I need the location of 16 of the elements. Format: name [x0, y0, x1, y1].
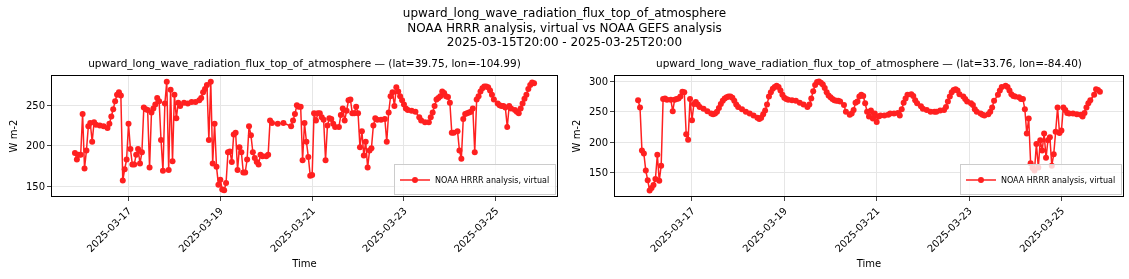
x-axis-title: Time: [855, 257, 882, 269]
y-tick-label: 150: [588, 166, 608, 178]
chart-title: upward_long_wave_radiation_flux_top_of_atmosphere — (lat=33.76, lon=-84.40): [656, 56, 1082, 70]
y-tick-label: 150: [25, 180, 45, 192]
y-tick-label: 250: [588, 106, 608, 118]
y-tick-label: 200: [588, 136, 608, 148]
legend-label: NOAA HRRR analysis, virtual: [1000, 176, 1116, 186]
chart-title: upward_long_wave_radiation_flux_top_of_atmosphere — (lat=39.75, lon=-104.99): [88, 56, 521, 70]
y-tick-label: 200: [25, 140, 45, 152]
y-axis-title: W m-2: [570, 119, 582, 153]
text: upward_long_wave_radiation_flux_top_of_atmosphere NOAA HRRR analysis, virtual vs NOAA GEFS analysis 2025-03-15T20:00 - 2025-03-25T20:00: [401, 6, 728, 50]
legend-label: NOAA HRRR analysis, virtual: [434, 176, 550, 186]
y-tick-label: 300: [588, 75, 608, 87]
y-tick-label: 250: [25, 99, 45, 111]
y-axis-title: W m-2: [7, 119, 19, 153]
x-axis-title: Time: [291, 257, 317, 269]
